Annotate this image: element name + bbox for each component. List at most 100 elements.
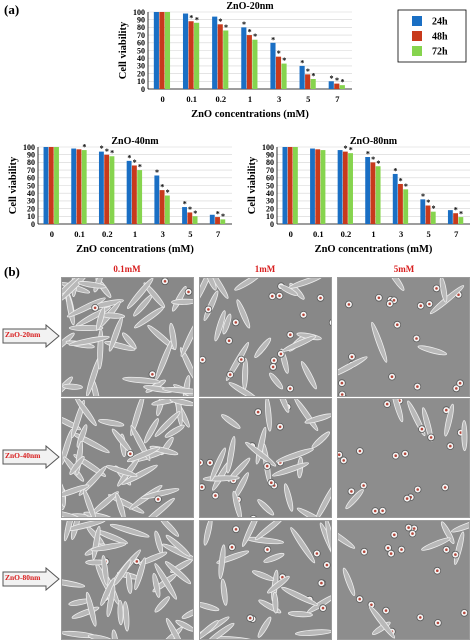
bar-24h-0.2 — [337, 150, 343, 224]
legend-label-48h: 48h — [432, 32, 448, 43]
cell-texture — [62, 521, 193, 639]
bar-24h-7 — [328, 81, 334, 89]
x-tick-label: 1 — [248, 94, 252, 104]
y-tick-label: 100 — [262, 143, 274, 152]
bar-24h-0.1 — [310, 148, 315, 224]
cell-texture — [200, 521, 331, 639]
bar-72h-7 — [220, 219, 226, 224]
y-tick-label: 70 — [27, 166, 35, 175]
significance-star: * — [127, 153, 131, 162]
y-tick-label: 20 — [266, 204, 274, 213]
micrograph-image — [61, 398, 194, 518]
bar-72h-5 — [310, 78, 316, 89]
significance-star: * — [271, 35, 275, 44]
bar-72h-0.1 — [81, 150, 87, 224]
x-tick-label: 5 — [188, 229, 192, 239]
y-tick-label: 60 — [137, 39, 145, 48]
significance-star: * — [277, 49, 281, 58]
bar-24h-5 — [420, 199, 426, 224]
significance-star: * — [421, 192, 425, 201]
bar-24h-3 — [270, 42, 276, 89]
x-tick-label: 0.1 — [313, 229, 324, 239]
bar-72h-0.1 — [320, 150, 326, 224]
bar-72h-3 — [164, 195, 170, 224]
bar-24h-5 — [299, 65, 305, 89]
row-label: ZnO-80nm — [5, 573, 41, 582]
micrograph-image — [199, 398, 332, 518]
legend-label-24h: 24h — [432, 17, 448, 28]
x-tick-label: 0.1 — [186, 94, 197, 104]
y-tick-label: 30 — [137, 62, 145, 71]
bar-72h-0.1 — [194, 22, 200, 90]
legend-swatch-48h — [412, 31, 422, 41]
bar-48h-0 — [48, 147, 54, 224]
y-tick-label: 10 — [266, 212, 274, 221]
y-tick-label: 80 — [137, 23, 145, 32]
x-tick-label: 0 — [289, 229, 293, 239]
row-arrow-tag: ZnO-20nm — [2, 323, 60, 349]
bar-24h-0.2 — [98, 151, 104, 224]
y-tick-label: 50 — [27, 181, 35, 190]
bar-72h-0 — [292, 147, 298, 224]
cell-texture — [200, 399, 331, 517]
row-label: ZnO-20nm — [5, 330, 41, 339]
y-tick-label: 100 — [23, 143, 35, 152]
significance-star: * — [253, 32, 257, 41]
y-axis-label: Cell viability — [8, 156, 19, 214]
x-axis-label: ZnO concentrations (mM) — [191, 109, 309, 120]
significance-star: * — [376, 159, 380, 168]
bar-24h-0.2 — [212, 16, 218, 89]
y-tick-label: 20 — [27, 204, 35, 213]
x-tick-label: 1 — [371, 229, 375, 239]
significance-star: * — [188, 205, 192, 214]
bar-72h-0 — [164, 12, 171, 89]
bar-72h-5 — [430, 211, 436, 224]
micrograph-image — [61, 520, 194, 640]
x-tick-label: 1 — [133, 229, 137, 239]
significance-star: * — [133, 158, 137, 167]
cell-texture — [62, 399, 193, 517]
bar-48h-3 — [275, 56, 282, 89]
bar-72h-0.2 — [223, 30, 229, 89]
bar-72h-0 — [54, 147, 59, 224]
x-tick-label: 7 — [454, 229, 459, 239]
y-tick-label: 90 — [137, 16, 145, 25]
bar-48h-5 — [187, 212, 193, 224]
significance-star: * — [100, 144, 104, 153]
micrograph-image — [337, 398, 470, 518]
significance-star: * — [282, 56, 286, 65]
y-tick-label: 60 — [266, 174, 274, 183]
y-tick-label: 70 — [266, 166, 274, 175]
bar-48h-0.2 — [217, 24, 223, 89]
bar-72h-0.2 — [348, 153, 353, 224]
significance-star: * — [344, 144, 348, 153]
y-tick-label: 70 — [137, 31, 145, 40]
bar-48h-1 — [131, 165, 137, 224]
significance-star: * — [242, 20, 246, 29]
x-tick-label: 0 — [160, 94, 164, 104]
x-tick-label: 5 — [427, 229, 431, 239]
significance-star: * — [183, 200, 187, 209]
significance-star: * — [399, 176, 403, 185]
bar-48h-0 — [287, 147, 293, 224]
legend-label-72h: 72h — [432, 47, 448, 58]
legend-swatch-24h — [412, 16, 422, 26]
x-axis-label: ZnO concentrations (mM) — [76, 244, 194, 255]
cell-texture — [200, 278, 331, 396]
significance-star: * — [166, 188, 170, 197]
micrograph-image — [199, 520, 332, 640]
arrow-icon — [2, 444, 60, 470]
y-tick-label: 20 — [137, 69, 145, 78]
y-tick-label: 90 — [27, 151, 35, 160]
bar-72h-1 — [137, 170, 143, 224]
bar-48h-7 — [334, 83, 340, 89]
cell-texture — [62, 278, 193, 396]
bar-48h-0.2 — [342, 151, 348, 224]
panel-label-a: (a) — [4, 2, 20, 17]
x-tick-label: 5 — [306, 94, 310, 104]
significance-star: * — [329, 74, 333, 83]
x-tick-label: 0.2 — [102, 229, 113, 239]
bar-72h-3 — [281, 63, 287, 89]
x-tick-label: 3 — [399, 229, 403, 239]
bar-72h-0.2 — [109, 156, 115, 224]
